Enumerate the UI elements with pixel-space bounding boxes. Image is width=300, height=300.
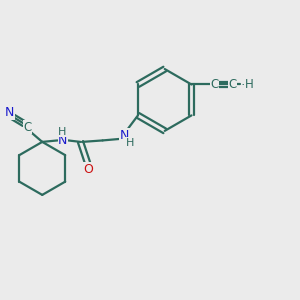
Text: H: H <box>244 78 253 91</box>
Text: C: C <box>23 121 32 134</box>
Text: -: - <box>242 80 246 89</box>
Text: H: H <box>58 127 67 136</box>
Text: N: N <box>4 106 14 119</box>
Text: N: N <box>58 134 68 147</box>
Text: C: C <box>210 78 219 91</box>
Text: H: H <box>126 138 134 148</box>
Text: C: C <box>229 78 237 91</box>
Text: N: N <box>120 129 129 142</box>
Text: O: O <box>83 163 93 176</box>
